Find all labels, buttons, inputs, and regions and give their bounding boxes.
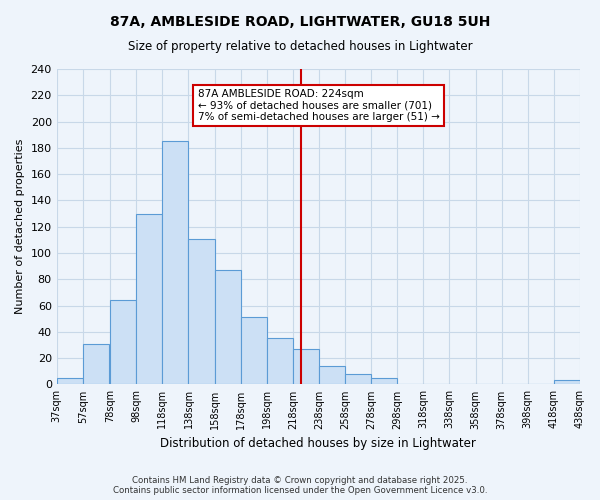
Bar	[293, 349, 319, 384]
Y-axis label: Number of detached properties: Number of detached properties	[15, 139, 25, 314]
Bar	[188, 238, 215, 384]
Bar	[136, 214, 163, 384]
Bar	[319, 366, 345, 384]
Text: 87A, AMBLESIDE ROAD, LIGHTWATER, GU18 5UH: 87A, AMBLESIDE ROAD, LIGHTWATER, GU18 5U…	[110, 15, 490, 29]
Bar	[241, 318, 267, 384]
Bar	[110, 300, 136, 384]
Bar	[83, 344, 109, 384]
Text: Contains HM Land Registry data © Crown copyright and database right 2025.
Contai: Contains HM Land Registry data © Crown c…	[113, 476, 487, 495]
Text: Size of property relative to detached houses in Lightwater: Size of property relative to detached ho…	[128, 40, 472, 53]
Bar	[163, 142, 188, 384]
Text: 87A AMBLESIDE ROAD: 224sqm
← 93% of detached houses are smaller (701)
7% of semi: 87A AMBLESIDE ROAD: 224sqm ← 93% of deta…	[197, 88, 439, 122]
Bar	[554, 380, 580, 384]
Bar	[56, 378, 83, 384]
Bar	[267, 338, 293, 384]
X-axis label: Distribution of detached houses by size in Lightwater: Distribution of detached houses by size …	[160, 437, 476, 450]
Bar	[345, 374, 371, 384]
Bar	[371, 378, 397, 384]
Bar	[215, 270, 241, 384]
